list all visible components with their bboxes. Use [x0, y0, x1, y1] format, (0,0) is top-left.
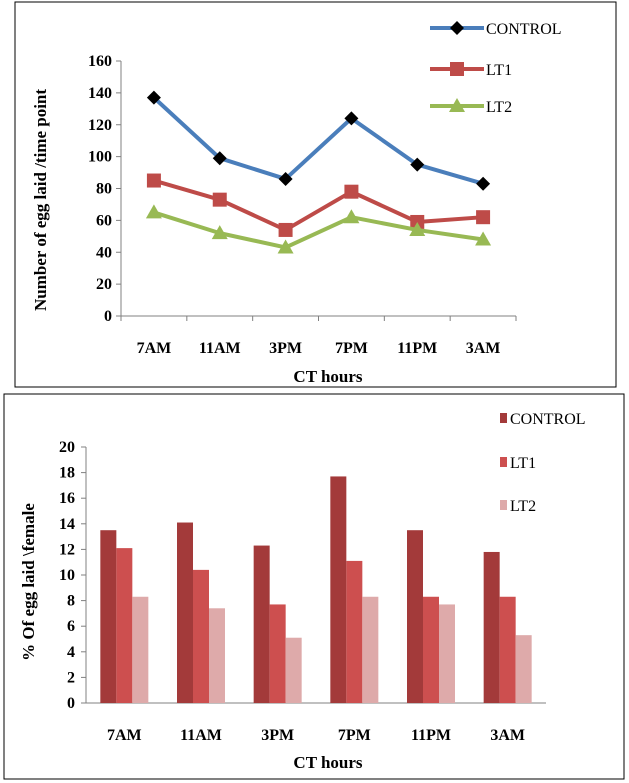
bar-control-7pm [330, 476, 347, 703]
bar-lt2-3pm [285, 637, 302, 703]
line-chart-legend: CONTROL LT1 LT2 [430, 21, 562, 116]
line-chart-y-tick-label: 0 [104, 308, 112, 325]
bar-lt1-7am [116, 548, 133, 703]
line-series-control [152, 96, 484, 186]
line-point-lt2 [145, 204, 162, 219]
bar-chart-y-tick-label: 2 [67, 669, 75, 686]
line-chart-y-tick-label: 100 [88, 149, 112, 166]
line-chart-x-tick-label: 7AM [137, 340, 172, 357]
bar-chart-y-tick-label: 16 [59, 490, 75, 507]
bar-lt2-3am [515, 635, 532, 703]
line-chart-y-tick-label: 80 [96, 181, 112, 198]
line-chart-x-label: CT hours [293, 367, 363, 386]
bar-lt1-3pm [269, 604, 286, 703]
legend-label-lt2: LT2 [510, 498, 536, 515]
bar-chart-x-tick-label: 11AM [180, 727, 222, 744]
line-point-control [476, 176, 491, 191]
bar-chart-y-tick-label: 12 [59, 541, 75, 558]
legend-label-lt1: LT1 [510, 455, 536, 472]
legend-marker-control [450, 21, 464, 35]
line-chart-series [145, 90, 492, 254]
legend-label-control: CONTROL [486, 21, 562, 38]
bar-chart-panel: 0 2 4 6 8 10 12 14 16 18 20 7AM 11AM 3PM 7PM 11PM 3AM C… [3, 393, 625, 780]
legend-marker-lt2 [449, 98, 465, 112]
line-chart-x-tick-label: 11AM [199, 340, 241, 357]
bar-chart-y-tick-label: 20 [59, 439, 75, 456]
legend-label-lt2: LT2 [486, 99, 512, 116]
bar-chart-y-label: % Of egg laid \female [19, 503, 38, 661]
bar-chart-frame [3, 393, 625, 780]
bar-chart-y-tick-label: 6 [67, 618, 75, 635]
line-chart-x-tick-label: 7PM [335, 340, 368, 357]
legend-swatch-control [500, 413, 507, 423]
bar-lt1-7pm [346, 560, 363, 703]
line-chart-frame [14, 1, 617, 388]
bar-control-3pm [253, 545, 270, 703]
bar-control-11am [177, 522, 193, 703]
bar-chart-y-tick-label: 14 [59, 516, 75, 533]
line-point-control [212, 151, 227, 166]
line-chart-y-tick-label: 60 [96, 212, 112, 229]
bar-control-7am [100, 530, 117, 703]
line-series-lt1 [153, 178, 484, 232]
bar-chart-x-label: CT hours [293, 753, 363, 772]
bar-lt1-11pm [423, 596, 439, 703]
line-point-lt2 [475, 231, 492, 246]
line-point-lt1 [344, 184, 359, 199]
legend-swatch-lt1 [500, 457, 507, 467]
bar-chart-x-tick-label: 3PM [261, 727, 294, 744]
legend-label-control: CONTROL [510, 411, 586, 428]
line-point-lt2 [343, 209, 360, 224]
legend-marker-lt1 [450, 62, 464, 76]
bar-lt2-7pm [362, 596, 379, 703]
bar-chart-y-tick-label: 4 [67, 644, 75, 661]
line-point-lt2 [277, 239, 294, 254]
bar-chart-legend: CONTROL LT1 LT2 [500, 411, 586, 515]
bar-lt2-11am [209, 608, 225, 703]
line-point-control [410, 157, 425, 172]
line-chart-x-tick-label: 11PM [397, 340, 437, 357]
line-chart-y-tick-label: 140 [88, 85, 112, 102]
line-point-control [146, 90, 161, 105]
line-chart-x-tick-label: 3AM [466, 340, 501, 357]
line-chart-x-ticks: 7AM 11AM 3PM 7PM 11PM 3AM [120, 316, 517, 357]
bar-chart-y-tick-label: 8 [67, 593, 75, 610]
line-point-lt2 [409, 221, 426, 236]
bar-chart-bars [100, 476, 532, 703]
bar-chart-x-tick-label: 7AM [107, 727, 142, 744]
line-chart-y-tick-label: 160 [88, 53, 112, 70]
line-point-control [278, 171, 293, 186]
bar-lt2-11pm [439, 604, 455, 703]
line-point-control [344, 111, 359, 126]
bar-lt1-11am [193, 569, 209, 703]
line-chart-x-tick-label: 3PM [269, 340, 302, 357]
line-chart-panel: 0 20 40 60 80 100 120 140 160 7AM 11AM 3PM 7PM 11PM 3… [14, 1, 617, 388]
bar-lt2-7am [132, 596, 149, 703]
legend-swatch-lt2 [500, 500, 507, 510]
line-point-lt1 [212, 192, 227, 207]
line-chart-y-tick-label: 40 [96, 244, 112, 261]
bar-lt1-3am [499, 596, 516, 703]
legend-label-lt1: LT1 [486, 62, 512, 79]
bar-chart-y-ticks: 0 2 4 6 8 10 12 14 16 18 20 [59, 439, 86, 712]
bar-chart-y-tick-label: 18 [59, 465, 75, 482]
line-point-lt1 [476, 210, 491, 225]
bar-chart-x-tick-label: 3AM [490, 727, 525, 744]
line-chart-y-tick-label: 20 [96, 276, 112, 293]
line-point-lt1 [278, 222, 293, 237]
bar-control-11pm [407, 530, 423, 703]
bar-chart-x-tick-label: 11PM [411, 727, 451, 744]
line-point-lt1 [146, 173, 161, 188]
bar-chart-y-tick-label: 10 [59, 567, 75, 584]
bar-chart-y-tick-label: 0 [67, 695, 75, 712]
line-chart-y-tick-label: 120 [88, 117, 112, 134]
bar-chart-x-ticks: 7AM 11AM 3PM 7PM 11PM 3AM [107, 727, 525, 744]
line-chart-y-label: Number of egg laid /time point [31, 89, 50, 311]
bar-control-3am [483, 551, 500, 703]
bar-chart-x-tick-label: 7PM [338, 727, 371, 744]
line-point-lt2 [211, 225, 228, 240]
line-chart-y-ticks: 0 20 40 60 80 100 120 140 160 [88, 53, 121, 325]
line-series-lt2 [153, 210, 484, 250]
